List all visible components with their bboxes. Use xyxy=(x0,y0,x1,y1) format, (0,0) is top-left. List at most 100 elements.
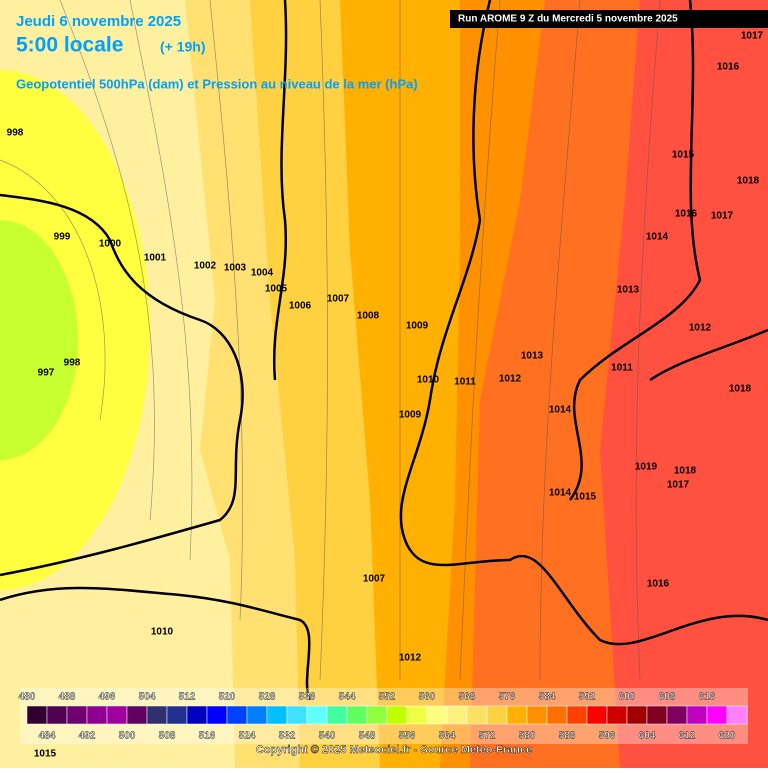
isobar-label: 1008 xyxy=(357,311,380,322)
isobar-label: 1016 xyxy=(675,209,698,220)
scale-swatch xyxy=(246,705,268,725)
scale-swatch xyxy=(526,705,548,725)
isobar-label: 1009 xyxy=(406,321,429,332)
scale-swatch xyxy=(106,705,128,725)
scale-swatch xyxy=(326,705,348,725)
subtitle: Geopotentiel 500hPa (dam) et Pression au… xyxy=(16,76,418,91)
scale-swatch xyxy=(46,705,68,725)
scale-swatch xyxy=(566,705,588,725)
scale-label: 572 xyxy=(479,731,496,742)
scale-label: 600 xyxy=(619,692,636,703)
scale-swatch xyxy=(586,705,608,725)
scale-label: 596 xyxy=(599,731,616,742)
scale-label: 608 xyxy=(659,692,676,703)
scale-label: 528 xyxy=(259,692,276,703)
isobar-label: 1012 xyxy=(689,323,712,334)
isobar-label: 1009 xyxy=(399,410,422,421)
isobar-label: 1011 xyxy=(611,363,633,374)
scale-label: 604 xyxy=(639,731,656,742)
zone xyxy=(600,0,768,768)
scale-swatch xyxy=(726,705,748,725)
color-scale: 480 488 496 504 512 520 528 536 544 552 560 568 576 5… xyxy=(18,691,748,742)
scale-label: 584 xyxy=(539,692,556,703)
scale-swatch xyxy=(346,705,368,725)
scale-label: 616 xyxy=(699,692,716,703)
scale-label: 552 xyxy=(379,692,396,703)
scale-swatch xyxy=(466,705,488,725)
scale-label: 496 xyxy=(99,692,116,703)
isobar-label: 1006 xyxy=(289,301,312,312)
isobar-label: 1019 xyxy=(635,462,658,473)
scale-label: 556 xyxy=(399,731,416,742)
scale-swatch xyxy=(706,705,728,725)
scale-label: 484 xyxy=(39,731,56,742)
scale-swatch xyxy=(206,705,228,725)
isobar-label: 1014 xyxy=(646,232,669,243)
coastline xyxy=(568,0,768,501)
scale-swatch xyxy=(366,705,388,725)
date: Jeudi 6 novembre 2025 xyxy=(16,13,181,30)
isobar-label: 1012 xyxy=(399,653,422,664)
isobar-label: 1000 xyxy=(99,239,122,250)
isobar-label: 1010 xyxy=(417,375,440,386)
scale-swatch xyxy=(266,705,288,725)
scale-label: 540 xyxy=(319,731,336,742)
scale-label: 592 xyxy=(579,692,596,703)
scale-label: 488 xyxy=(59,692,76,703)
scale-label: 564 xyxy=(439,731,456,742)
time: 5:00 locale xyxy=(16,34,123,57)
scale-label: 620 xyxy=(719,731,736,742)
scale-swatch xyxy=(646,705,668,725)
scale-label: 588 xyxy=(559,731,576,742)
isobar-label: 1011 xyxy=(454,377,476,388)
zone xyxy=(0,220,78,460)
scale-swatch xyxy=(146,705,168,725)
scale-label: 520 xyxy=(219,692,236,703)
isobar-label: 1005 xyxy=(265,284,288,295)
isobar-label: 1010 xyxy=(151,627,174,638)
isobar-label: 1017 xyxy=(711,211,734,222)
isobar-label: 1015 xyxy=(574,492,597,503)
isobar-label: 1007 xyxy=(363,574,386,585)
scale-label: 504 xyxy=(139,692,156,703)
scale-swatch xyxy=(306,705,328,725)
scale-swatch xyxy=(286,705,308,725)
isobar-label: 1015 xyxy=(672,150,695,161)
isobar-label: 1016 xyxy=(647,579,670,590)
run: Run AROME 9 Z du Mercredi 5 novembre 202… xyxy=(458,14,678,25)
isobar-label: 1016 xyxy=(717,62,740,73)
scale-label: 508 xyxy=(159,731,176,742)
scale-label: 612 xyxy=(679,731,696,742)
scale-swatch xyxy=(166,705,188,725)
isobar-label: 1015 xyxy=(34,749,57,760)
coastline xyxy=(0,193,244,577)
scale-swatch xyxy=(666,705,688,725)
lead: (+ 19h) xyxy=(160,39,206,55)
scale-swatch xyxy=(86,705,108,725)
copyright: Copyright © 2025 Meteociel.fr - Source M… xyxy=(256,744,532,756)
scale-label: 512 xyxy=(179,692,196,703)
isobar-label: 1014 xyxy=(549,488,572,499)
isobar-label: 1018 xyxy=(737,176,760,187)
scale-swatch xyxy=(506,705,528,725)
scale-swatch xyxy=(126,705,148,725)
isobar-label: 1018 xyxy=(674,466,697,477)
scale-label: 532 xyxy=(279,731,296,742)
isobar-label: 1017 xyxy=(667,480,690,491)
scale-swatch xyxy=(186,705,208,725)
isobar-label: 1012 xyxy=(499,374,522,385)
isobar-label: 1017 xyxy=(741,31,764,42)
scale-label: 580 xyxy=(519,731,536,742)
isobar-label: 1004 xyxy=(251,268,274,279)
scale-swatch xyxy=(606,705,628,725)
isobar-label: 1018 xyxy=(729,384,752,395)
coastline xyxy=(399,0,768,646)
isobar-label: 997 xyxy=(38,368,55,379)
scale-label: 576 xyxy=(499,692,516,703)
scale-swatch xyxy=(546,705,568,725)
scale-swatch xyxy=(406,705,428,725)
isobar-label: 1003 xyxy=(224,263,247,274)
coastline xyxy=(0,0,312,701)
scale-swatch xyxy=(386,705,408,725)
